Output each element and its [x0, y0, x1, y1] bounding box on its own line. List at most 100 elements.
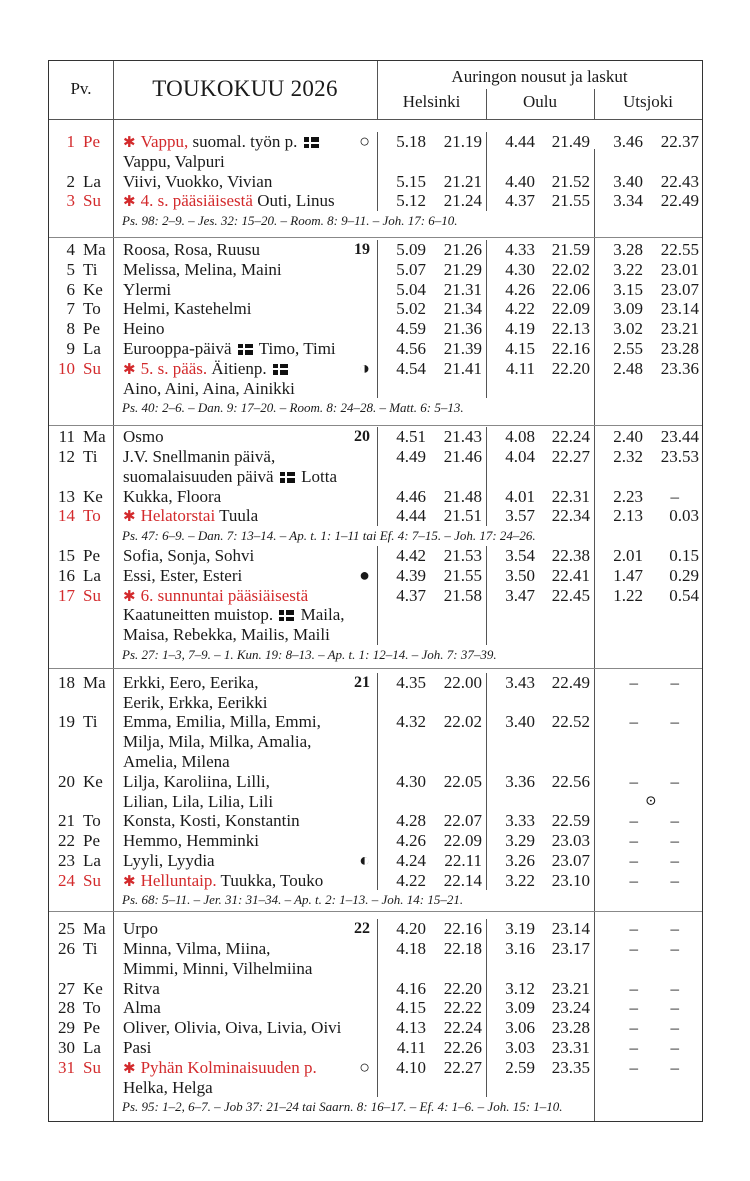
week-section: 4 Ma Roosa, Rosa, Ruusu 19 5.09 21.26 4.33 21.5… — [49, 238, 703, 427]
sunset-time: 23.35 — [551, 1057, 590, 1077]
helsinki-times — [377, 625, 486, 645]
day-row: 24 Su ✱ Helluntaip. Tuukka, Touko 4.22 22.14 3… — [49, 870, 702, 893]
utsjoki-times: 3.22 23.01 — [594, 260, 703, 280]
sunset-time: 22.24 — [551, 427, 590, 447]
names-cell: Helmi, Kastehelmi — [113, 299, 377, 320]
names-cell: ✱ 4. s. pääsiäisestä Outi, Linus — [113, 191, 377, 212]
utsjoki-times: – – — [594, 851, 703, 871]
oulu-times — [486, 151, 594, 172]
utsjoki-times: – – — [594, 919, 703, 939]
weekday: Ma — [83, 672, 106, 692]
name-day-text: Ritva — [123, 978, 160, 998]
names-cell: Osmo 20 — [113, 427, 377, 447]
name-day-text: suomalaisuuden päivä — [123, 466, 278, 486]
sunset-time: 22.16 — [551, 338, 590, 358]
sunset-time: 23.07 — [551, 850, 590, 870]
weekday: Pe — [83, 1018, 100, 1038]
utsjoki-times: 2.48 23.36 — [594, 359, 703, 379]
name-text: Oliver, Olivia, Oiva, Livia, Oivi — [123, 1018, 341, 1038]
sunset-time: 22.49 — [660, 191, 699, 211]
sunrise-time: 2.01 — [613, 545, 643, 565]
sunset-time: 22.05 — [443, 771, 482, 791]
sunrise-time: 4.24 — [396, 850, 426, 870]
day-row: 11 Ma Osmo 20 4.51 21.43 4.08 22.24 2.40 23.44 — [49, 427, 702, 447]
helsinki-times — [377, 692, 486, 713]
name-day-text: Viivi, Vuokko, Vivian — [123, 171, 273, 191]
utsjoki-times: – – — [594, 939, 703, 959]
names-cell: Urpo 22 — [113, 919, 377, 940]
day-number: 15 — [58, 545, 75, 565]
sunrise-time: 4.37 — [396, 585, 426, 605]
day-number: 21 — [58, 811, 75, 831]
sunset-time: – — [670, 919, 680, 939]
name-text: ✱ Helatorstai Tuula — [123, 506, 258, 528]
sunrise-time: 4.37 — [505, 191, 535, 211]
day-cell: 7 To — [49, 299, 113, 319]
names-cell: Kaatuneitten muistop. Maila, — [113, 605, 377, 626]
day-row: 1 Pe ✱ Vappu, suomal. työn p. ○ 5.18 21.19 4.4… — [49, 131, 702, 152]
helsinki-times — [377, 1077, 486, 1098]
day-number: 7 — [66, 299, 76, 319]
helsinki-times: 4.35 22.00 — [377, 672, 486, 693]
name-day-text: Alma — [123, 998, 161, 1018]
week-section: 18 Ma Erkki, Eero, Eerika, 21 4.35 22.00 3.43 2… — [49, 669, 702, 913]
sunset-time: – — [670, 1057, 680, 1077]
sunset-time: – — [670, 978, 680, 998]
sunset-time: 23.24 — [551, 998, 590, 1018]
bible-readings: Ps. 98: 2–9. – Jes. 32: 15–20. – Room. 8… — [122, 213, 458, 229]
helsinki-times — [377, 751, 486, 772]
sunrise-time: 3.02 — [613, 319, 643, 339]
oulu-times: 3.33 22.59 — [486, 811, 594, 832]
oulu-times: 3.22 23.10 — [486, 870, 594, 891]
day-cell: 11 Ma — [49, 427, 113, 447]
names-cell: ✱ 5. s. pääs. Äitienp. ◑ — [113, 358, 377, 379]
day-row: 28 To Alma 4.15 22.22 3.09 23.24– – — [49, 998, 702, 1019]
name-day-text: Osmo — [123, 427, 164, 447]
helsinki-times: 4.44 21.51 — [377, 506, 486, 527]
day-number: 28 — [58, 998, 75, 1018]
names-cell: ✱ Vappu, suomal. työn p. ○ — [113, 131, 377, 152]
sunrise-time: 3.46 — [613, 132, 643, 151]
name-day-text: Kukka, Floora — [123, 486, 222, 506]
weekday: Ke — [83, 486, 103, 506]
oulu-times: 3.40 22.52 — [486, 712, 594, 733]
sunset-time: 22.09 — [551, 299, 590, 319]
sunrise-time: – — [629, 1038, 639, 1058]
sunrise-time: 4.16 — [396, 978, 426, 998]
day-number: 24 — [58, 870, 75, 890]
weekday: Ti — [83, 259, 98, 279]
helsinki-times: 5.02 21.34 — [377, 299, 486, 320]
sunrise-time: 3.47 — [505, 585, 535, 605]
sunset-time: 0.29 — [669, 565, 699, 585]
weekday: To — [83, 811, 101, 831]
day-row: 8 Pe Heino 4.59 21.36 4.19 22.13 3.02 23.21 — [49, 319, 702, 339]
day-cell: 21 To — [49, 811, 113, 831]
holiday-name: Vappu, — [140, 132, 189, 151]
holiday-star-icon: ✱ — [123, 1060, 136, 1077]
sunset-time: 22.38 — [551, 545, 590, 565]
holiday-star-icon: ✱ — [123, 135, 136, 151]
calendar-table: Pv. TOUKOKUU 2026 Auringon nousut ja las… — [48, 60, 703, 1122]
sunset-time: – — [670, 998, 680, 1018]
day-cell — [49, 792, 113, 812]
utsjoki-times — [594, 693, 703, 713]
utsjoki-times: 2.32 23.53 — [594, 447, 703, 467]
sunset-time: – — [670, 939, 680, 959]
day-cell — [49, 959, 113, 979]
utsjoki-times: 3.34 22.49 — [594, 191, 703, 211]
helsinki-times: 4.39 21.55 — [377, 565, 486, 586]
utsjoki-times — [594, 732, 703, 752]
new-moon-icon: ● — [359, 564, 370, 585]
day-number: 30 — [58, 1038, 75, 1058]
weekday: Ke — [83, 978, 103, 998]
oulu-times: 4.30 22.02 — [486, 259, 594, 280]
sunset-time: 21.52 — [551, 171, 590, 191]
holiday-star-icon: ✱ — [123, 873, 136, 890]
names-cell: Melissa, Melina, Maini — [113, 259, 377, 280]
sunset-time: 23.14 — [660, 299, 699, 319]
name-text: Lyyli, Lyydia — [123, 851, 215, 871]
day-row: 20 Ke Lilja, Karoliina, Lilli, 4.30 22.05 3.3… — [49, 771, 702, 792]
sunset-time: 21.55 — [443, 565, 482, 585]
sunrise-time: 3.09 — [613, 299, 643, 319]
name-text: ✱ Helluntaip. Tuukka, Touko — [123, 871, 323, 893]
